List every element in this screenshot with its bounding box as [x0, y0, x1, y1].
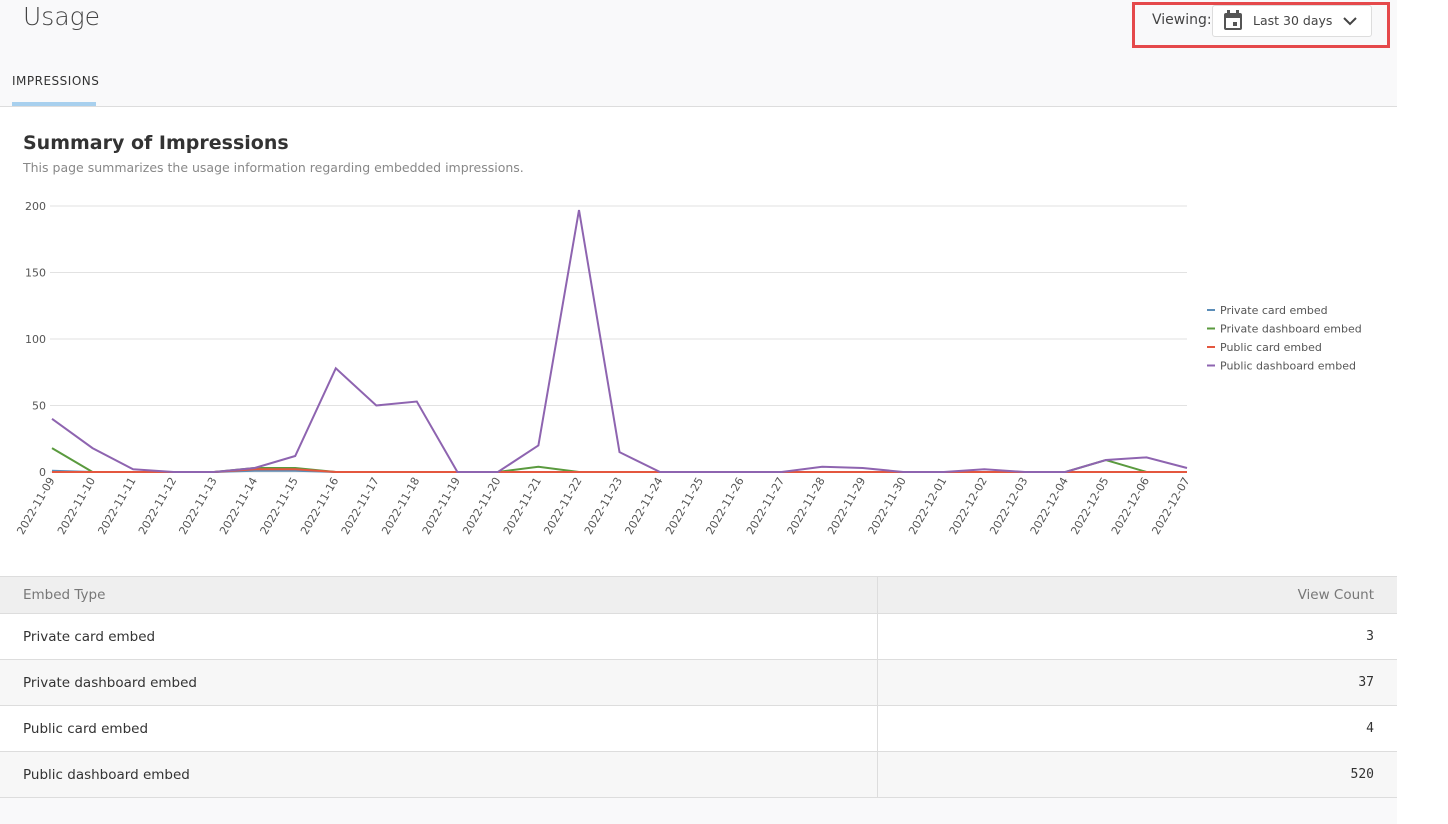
summary-title: Summary of Impressions	[23, 132, 289, 154]
x-tick-label: 2022-11-22	[541, 475, 584, 537]
x-tick-label: 2022-11-17	[339, 475, 382, 537]
tab[interactable]: IMPRESSIONS	[12, 74, 100, 88]
x-tick-label: 2022-11-24	[622, 475, 665, 537]
x-tick-label: 2022-12-05	[1068, 475, 1111, 537]
x-tick-label: 2022-11-20	[460, 475, 503, 537]
x-tick-label: 2022-11-19	[420, 475, 463, 537]
table-row: Public dashboard embed 520	[0, 751, 1397, 798]
embed-type: Private dashboard embed	[0, 659, 878, 706]
table-row: Public card embed 4	[0, 705, 1397, 752]
x-tick-label: 2022-12-06	[1109, 475, 1152, 537]
x-tick-label: 2022-12-02	[947, 475, 990, 537]
table-header: Embed Type View Count	[0, 576, 1397, 614]
app: Usage Viewing: Last 30 days IMPRESSIONS …	[0, 2, 1397, 798]
x-tick-label: 2022-11-21	[501, 475, 544, 537]
page-title: Usage	[23, 2, 101, 31]
view-count: 37	[877, 659, 1397, 706]
tabs-border	[0, 106, 1397, 107]
table: Embed Type View Count Private card embed…	[0, 576, 1397, 798]
viewing-label: Viewing:	[1152, 12, 1212, 28]
legend-label: Public card embed	[1220, 341, 1322, 354]
embed-type: Public dashboard embed	[0, 751, 878, 798]
x-tick-label: 2022-11-12	[136, 475, 179, 537]
x-tick-label: 2022-12-07	[1149, 475, 1192, 537]
y-tick-label: 50	[32, 400, 46, 413]
legend-label: Public dashboard embed	[1220, 360, 1356, 373]
column-header: View Count	[877, 576, 1397, 614]
tab-underline	[12, 102, 96, 106]
table-row: Private dashboard embed 37	[0, 659, 1397, 706]
x-tick-label: 2022-12-01	[906, 475, 949, 537]
range-value: Last 30 days	[1253, 13, 1333, 28]
x-tick-label: 2022-11-14	[217, 475, 260, 537]
view-count: 4	[877, 705, 1397, 752]
y-tick-label: 0	[39, 466, 46, 479]
range-dropdown[interactable]: Last 30 days	[1212, 5, 1372, 37]
legend-label: Private card embed	[1220, 304, 1328, 317]
chart: 0501001502002022-11-092022-11-102022-11-…	[14, 200, 1362, 537]
table-row: Private card embed 3	[0, 613, 1397, 660]
x-tick-label: 2022-11-15	[258, 475, 301, 537]
view-count: 520	[877, 751, 1397, 798]
y-tick-label: 150	[25, 267, 46, 280]
embed-type: Public card embed	[0, 705, 878, 752]
legend-label: Private dashboard embed	[1220, 323, 1362, 336]
x-tick-label: 2022-11-16	[298, 475, 341, 537]
x-tick-label: 2022-11-10	[55, 475, 98, 537]
summary-subtitle: This page summarizes the usage informati…	[23, 160, 524, 175]
y-tick-label: 100	[25, 333, 46, 346]
x-tick-label: 2022-11-30	[866, 475, 909, 537]
x-tick-label: 2022-12-03	[987, 475, 1030, 537]
highlight-box	[1132, 2, 1390, 48]
x-tick-label: 2022-12-04	[1028, 475, 1071, 537]
y-tick-label: 200	[25, 200, 46, 213]
chevron-icon	[1343, 17, 1357, 26]
x-tick-label: 2022-11-11	[95, 475, 138, 537]
series-line	[51, 209, 1188, 473]
x-tick-label: 2022-11-13	[177, 475, 220, 537]
column-header: Embed Type	[0, 576, 878, 614]
embed-type: Private card embed	[0, 613, 878, 660]
x-tick-label: 2022-11-28	[785, 475, 828, 537]
x-tick-label: 2022-11-25	[663, 475, 706, 537]
calendar-icon	[1224, 10, 1242, 30]
x-tick-label: 2022-11-27	[744, 475, 787, 537]
x-tick-label: 2022-11-29	[825, 475, 868, 537]
x-tick-label: 2022-11-26	[703, 475, 746, 537]
x-tick-label: 2022-11-23	[582, 475, 625, 537]
x-tick-label: 2022-11-18	[379, 475, 422, 537]
view-count: 3	[877, 613, 1397, 660]
x-tick-label: 2022-11-09	[14, 475, 57, 537]
panel	[0, 107, 1397, 576]
